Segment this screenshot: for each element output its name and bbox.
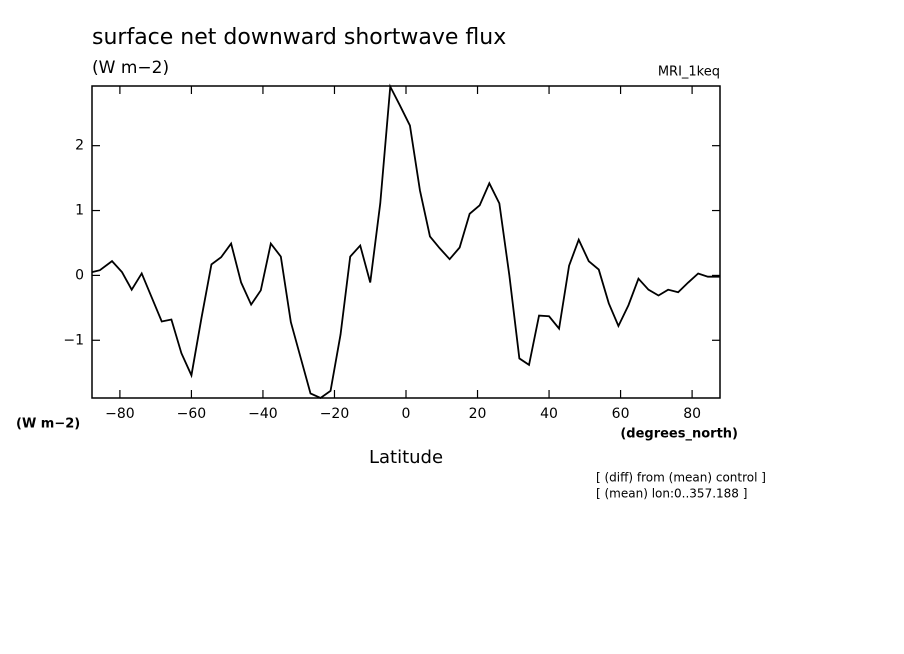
data-line xyxy=(91,83,720,400)
x-tick-label: 0 xyxy=(402,406,411,422)
chart-subtitle: (W m−2) xyxy=(92,58,169,78)
y-tick-label: 0 xyxy=(75,267,84,283)
x-tick-label: 20 xyxy=(469,406,487,422)
y-axis-label: (W m−2) xyxy=(16,417,80,432)
y-tick-label: 2 xyxy=(75,138,84,154)
y-tick-label: −1 xyxy=(63,332,84,348)
x-tick-label: −80 xyxy=(105,406,135,422)
annotation: [ (mean) lon:0..357.188 ] xyxy=(596,487,747,501)
x-tick-label: −40 xyxy=(248,406,278,422)
chart-title: surface net downward shortwave flux xyxy=(92,25,506,50)
x-axis-label: Latitude xyxy=(369,447,443,468)
x-tick-label: −60 xyxy=(177,406,207,422)
model-label: MRI_1keq xyxy=(658,65,720,80)
x-tick-label: −20 xyxy=(320,406,350,422)
x-tick-label: 40 xyxy=(540,406,558,422)
y-tick-label: 1 xyxy=(75,203,84,219)
x-tick-label: 60 xyxy=(612,406,630,422)
x-tick-label: 80 xyxy=(683,406,701,422)
x-units-label: (degrees_north) xyxy=(620,427,738,442)
annotation: [ (diff) from (mean) control ] xyxy=(596,471,766,485)
